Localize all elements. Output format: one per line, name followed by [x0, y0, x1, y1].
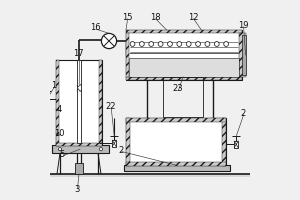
Text: 18: 18: [150, 13, 160, 22]
Bar: [56, 60, 102, 146]
Text: 15: 15: [122, 13, 132, 22]
Circle shape: [58, 148, 61, 151]
Bar: [56, 60, 58, 146]
Text: 19: 19: [238, 21, 248, 30]
Text: 4: 4: [57, 104, 62, 114]
Circle shape: [224, 42, 229, 46]
Bar: [99, 60, 102, 146]
Bar: [242, 35, 246, 75]
Circle shape: [205, 42, 210, 46]
Circle shape: [186, 42, 191, 46]
Text: 2: 2: [118, 146, 124, 155]
Bar: [126, 30, 242, 80]
Bar: [126, 77, 242, 80]
Bar: [234, 141, 238, 148]
Circle shape: [214, 42, 219, 46]
Bar: [124, 165, 230, 171]
Text: 2: 2: [240, 109, 246, 118]
Bar: [52, 145, 109, 153]
Circle shape: [99, 148, 103, 151]
Bar: [56, 143, 102, 146]
Text: 1: 1: [51, 81, 56, 90]
Text: 10: 10: [54, 129, 65, 138]
Circle shape: [149, 42, 154, 46]
Bar: [222, 118, 226, 166]
Circle shape: [196, 42, 200, 46]
Circle shape: [168, 42, 172, 46]
Bar: [112, 140, 116, 147]
Text: 23: 23: [172, 84, 183, 93]
Bar: [129, 58, 239, 77]
Bar: [45, 95, 50, 102]
Bar: [126, 118, 226, 122]
Bar: [129, 58, 239, 77]
Circle shape: [130, 42, 135, 46]
Text: 5: 5: [60, 150, 65, 159]
Circle shape: [158, 42, 163, 46]
Bar: [75, 163, 83, 174]
Bar: [126, 118, 226, 166]
Circle shape: [177, 42, 182, 46]
Circle shape: [140, 42, 144, 46]
Bar: [163, 77, 203, 117]
Bar: [77, 60, 81, 143]
Text: 17: 17: [73, 48, 84, 58]
Bar: [126, 30, 242, 33]
Text: 22: 22: [105, 102, 116, 111]
Bar: [126, 118, 130, 166]
Text: 12: 12: [188, 13, 198, 22]
Bar: [50, 174, 250, 177]
Bar: [239, 33, 246, 77]
Bar: [126, 33, 129, 77]
Text: 3: 3: [74, 184, 80, 194]
Circle shape: [101, 33, 117, 49]
Text: 16: 16: [90, 23, 101, 32]
Bar: [126, 162, 226, 166]
